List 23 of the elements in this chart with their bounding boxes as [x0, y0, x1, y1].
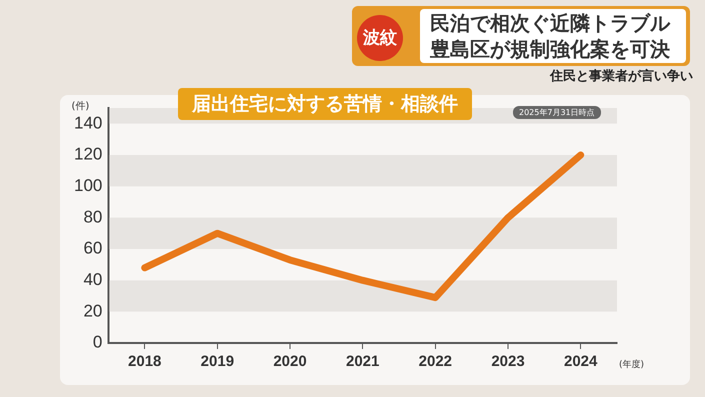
y-tick-label: 60 [83, 238, 102, 258]
x-tick-label: 2023 [491, 353, 525, 370]
y-tick-label: 20 [83, 301, 102, 320]
x-tick-label: 2020 [273, 353, 307, 370]
text: 民泊で相次ぐ近隣トラブル [430, 10, 670, 37]
chart-title: 届出住宅に対する苦情・相談件 [178, 88, 472, 120]
y-tick-label: 120 [74, 144, 102, 164]
y-axis-title: (件) [71, 101, 90, 112]
x-axis-title: (年度) [619, 359, 644, 370]
text: 豊島区が規制強化案を可決 [430, 36, 670, 63]
y-tick-label: 80 [83, 207, 102, 226]
x-tick-label: 2018 [128, 353, 162, 370]
x-tick-label: 2024 [564, 353, 598, 370]
text: 住民と事業者が言い争い [550, 68, 693, 85]
y-tick-label: 100 [74, 176, 102, 196]
text: 波紋 [357, 15, 403, 61]
x-tick-label: 2022 [418, 353, 452, 370]
x-tick-label: 2019 [200, 353, 234, 370]
annotation: 2025年7月31日時点 [513, 106, 601, 119]
y-tick-label: 0 [92, 332, 102, 352]
x-tick-label: 2021 [346, 353, 380, 370]
y-tick-label: 140 [74, 113, 102, 132]
y-tick-label: 40 [83, 270, 102, 290]
